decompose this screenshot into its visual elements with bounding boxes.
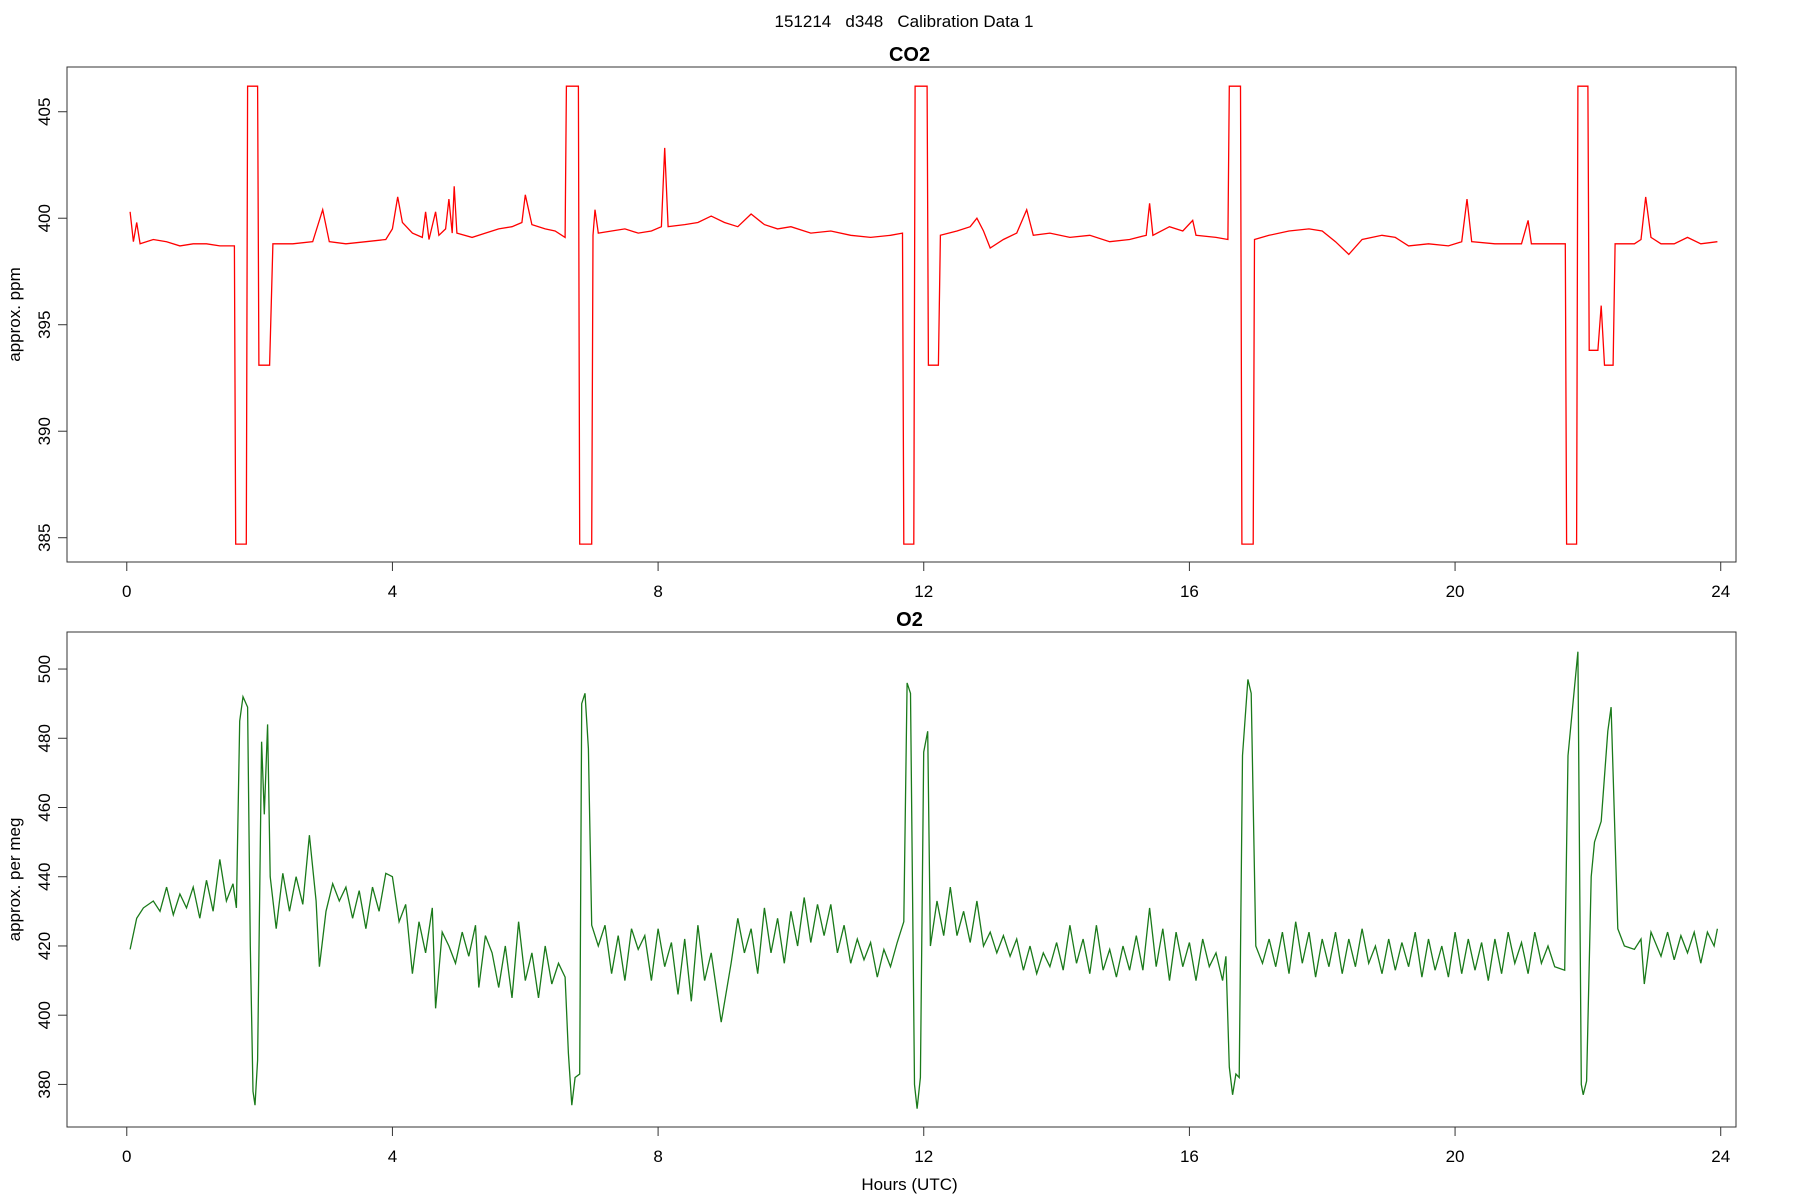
y-tick-label: 500 [35, 655, 54, 683]
data-line [129, 85, 1718, 545]
y-tick-label: 385 [35, 524, 54, 552]
y-tick-label: 380 [35, 1070, 54, 1098]
y-tick-label: 400 [35, 1001, 54, 1029]
x-tick-label: 24 [1711, 1147, 1730, 1166]
y-tick-label: 480 [35, 724, 54, 752]
x-tick-label: 8 [653, 582, 662, 601]
x-tick-label: 12 [914, 582, 933, 601]
x-tick-label: 20 [1446, 1147, 1465, 1166]
x-tick-label: 24 [1711, 582, 1730, 601]
y-tick-label: 440 [35, 863, 54, 891]
y-axis-label: approx. ppm [5, 267, 24, 362]
y-tick-label: 390 [35, 417, 54, 445]
x-tick-label: 20 [1446, 582, 1465, 601]
chart-title: CO2 [889, 44, 930, 66]
y-axis-label: approx. per meg [5, 818, 24, 942]
x-tick-label: 0 [122, 1147, 131, 1166]
y-tick-label: 420 [35, 932, 54, 960]
x-tick-label: 16 [1180, 582, 1199, 601]
x-tick-label: 8 [653, 1147, 662, 1166]
x-tick-label: 4 [388, 1147, 397, 1166]
x-tick-label: 16 [1180, 1147, 1199, 1166]
x-tick-label: 0 [122, 582, 131, 601]
y-tick-label: 405 [35, 98, 54, 126]
y-tick-label: 460 [35, 793, 54, 821]
data-line [129, 651, 1719, 1109]
plot-box [66, 66, 1737, 563]
x-tick-label: 12 [914, 1147, 933, 1166]
y-tick-label: 395 [35, 311, 54, 339]
x-tick-label: 4 [388, 582, 397, 601]
plot-box [66, 631, 1737, 1128]
chart-title: O2 [896, 609, 923, 631]
figure-title: 151214 d348 Calibration Data 1 [775, 12, 1034, 31]
y-tick-label: 400 [35, 204, 54, 232]
x-axis-label: Hours (UTC) [861, 1175, 957, 1194]
